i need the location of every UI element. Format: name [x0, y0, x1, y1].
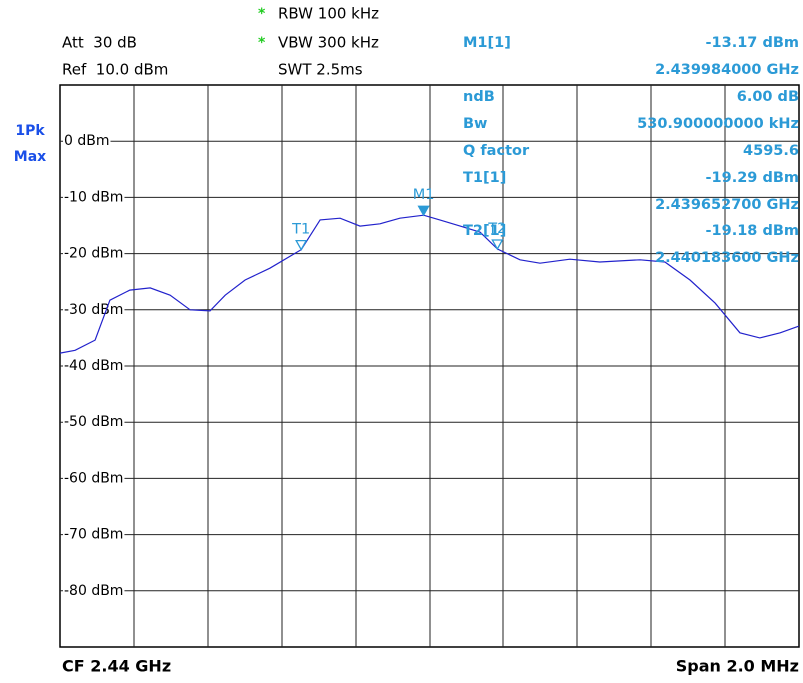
label-background — [63, 245, 125, 262]
marker-label: M1 — [413, 187, 435, 203]
marker-symbol — [491, 239, 504, 251]
marker-value: -13.17 dBm — [706, 35, 799, 51]
y-tick-label: -60 dBm — [64, 470, 123, 486]
marker-value: -19.29 dBm — [706, 170, 799, 186]
marker-symbol — [417, 205, 430, 217]
y-tick-label: -50 dBm — [64, 414, 123, 430]
center-frequency: CF 2.44 GHz — [62, 657, 171, 676]
y-tick-label: -70 dBm — [64, 527, 123, 543]
attenuation: Att 30 dB — [62, 34, 137, 52]
label-background — [63, 301, 125, 318]
y-tick-label: 0 dBm — [64, 133, 110, 149]
vbw-flag: * — [258, 35, 266, 51]
vbw: VBW 300 kHz — [278, 34, 379, 52]
label-background — [63, 582, 125, 599]
label-background — [63, 358, 125, 374]
marker-value: -19.18 dBm — [706, 223, 799, 239]
y-tick-label: -80 dBm — [64, 583, 123, 599]
detector: 1Pk — [15, 123, 45, 139]
result-name: ndB — [463, 89, 495, 105]
label-background — [63, 470, 125, 487]
label-background — [63, 414, 125, 431]
span: Span 2.0 MHz — [676, 657, 799, 676]
marker-name: T2[1] — [463, 223, 506, 239]
reference-level: Ref 10.0 dBm — [62, 61, 168, 79]
trace-mode: Max — [14, 149, 46, 165]
y-tick-label: -40 dBm — [64, 358, 123, 374]
marker-frequency: 2.440183600 GHz — [655, 250, 799, 266]
sweep-time: SWT 2.5ms — [278, 61, 363, 79]
label-background — [63, 189, 125, 206]
result-name: Q factor — [463, 143, 530, 159]
result-name: Bw — [463, 116, 487, 132]
marker-frequency: 2.439652700 GHz — [655, 197, 799, 213]
label-background — [63, 133, 111, 150]
rbw: RBW 100 kHz — [278, 5, 379, 23]
marker-label: T1 — [291, 222, 310, 238]
marker-name: M1[1] — [463, 35, 511, 51]
label-background — [63, 526, 125, 543]
result-value: 530.900000000 kHz — [637, 116, 799, 132]
y-tick-label: -30 dBm — [64, 302, 123, 318]
result-value: 6.00 dB — [737, 89, 799, 105]
marker-symbol — [295, 239, 308, 251]
marker-label: T2 — [487, 221, 506, 237]
rbw-flag: * — [258, 6, 266, 22]
marker-frequency: 2.439984000 GHz — [655, 62, 799, 78]
trace — [59, 214, 800, 354]
result-value: 4595.6 — [743, 143, 799, 159]
y-tick-label: -10 dBm — [64, 189, 123, 205]
y-tick-label: -20 dBm — [64, 246, 123, 262]
marker-name: T1[1] — [463, 170, 506, 186]
